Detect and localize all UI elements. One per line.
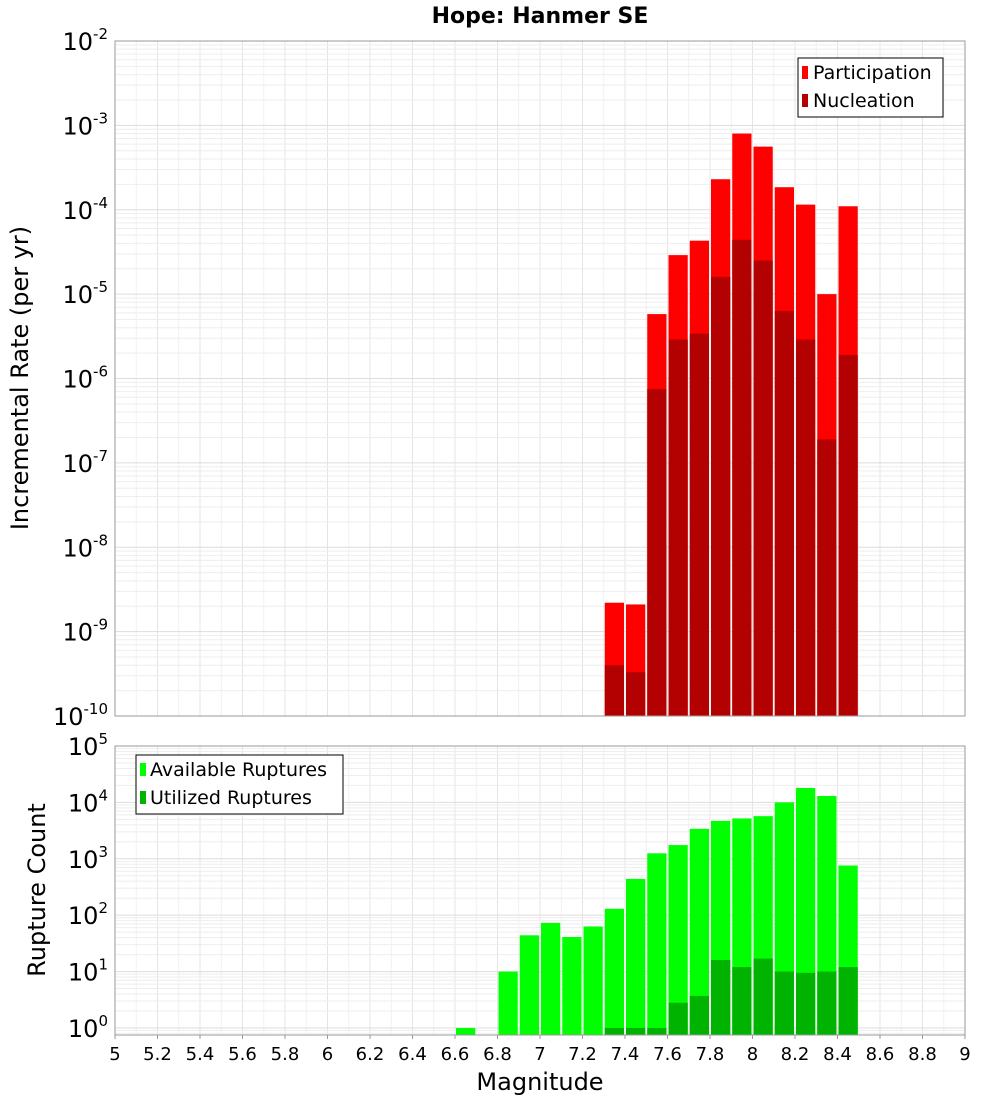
y-tick-label: 100	[68, 1012, 108, 1043]
y-tick-label: 10-7	[62, 447, 108, 478]
chart-title: Hope: Hanmer SE	[432, 4, 649, 29]
utilized-ruptures-bar	[668, 1002, 688, 1035]
y-tick-label: 10-8	[62, 531, 108, 562]
nucleation-bar	[647, 389, 667, 716]
y-tick-label: 10-5	[62, 278, 108, 309]
x-ticks: 5 5.2 5.4 5.6 5.8 6 6.2 6.4 6.6 6.8 7 7.2 7.4 7.6 7.8 8…	[109, 1035, 971, 1065]
rate-bars	[604, 133, 858, 717]
count-panel: 100 101 102 103 104 105 5 5.2 5.4 5.6 5.8 6 6.2 6.4 6…	[23, 730, 971, 1096]
x-tick-label: 7.6	[653, 1044, 682, 1065]
available-ruptures-bar	[456, 1027, 476, 1035]
nucleation-legend-swatch	[802, 94, 808, 107]
y-tick-label: 104	[68, 786, 108, 817]
nucleation-bar	[689, 333, 709, 716]
nucleation-bar	[838, 354, 858, 716]
x-tick-label: 5.4	[186, 1044, 215, 1065]
utilized-ruptures-bar	[626, 1027, 646, 1035]
available-ruptures-bar	[498, 971, 518, 1035]
available-ruptures-bar	[668, 845, 688, 1035]
rate-legend-box	[797, 57, 944, 118]
rate-y-axis-label: Incremental Rate (per yr)	[6, 226, 34, 530]
rate-grid	[114, 41, 966, 717]
available-legend-swatch	[140, 763, 146, 776]
utilized-ruptures-bar	[604, 1027, 624, 1035]
utilized-ruptures-bar	[732, 967, 752, 1035]
available-ruptures-bar	[541, 922, 561, 1035]
y-tick-label: 105	[68, 730, 108, 761]
x-tick-label: 5	[109, 1044, 120, 1065]
available-ruptures-bar	[647, 853, 667, 1035]
available-legend-label: Available Ruptures	[150, 759, 327, 781]
nucleation-bar	[668, 339, 688, 716]
available-ruptures-bar	[604, 908, 624, 1035]
utilized-ruptures-bar	[796, 972, 816, 1035]
participation-legend-swatch	[802, 66, 808, 79]
y-tick-label: 10-6	[62, 363, 108, 394]
x-tick-label: 5.6	[228, 1044, 257, 1065]
count-legend-box	[135, 754, 344, 815]
utilized-ruptures-bar	[817, 971, 837, 1035]
x-tick-label: 6.6	[441, 1044, 470, 1065]
x-tick-label: 7.2	[568, 1044, 597, 1065]
x-tick-label: 8.6	[866, 1044, 895, 1065]
y-tick-label: 10-10	[53, 700, 108, 731]
nucleation-bar	[711, 276, 731, 716]
available-ruptures-bar	[583, 926, 603, 1035]
available-ruptures-bar	[562, 937, 582, 1035]
y-tick-label: 10-2	[62, 25, 108, 56]
x-axis-label: Magnitude	[476, 1068, 603, 1096]
x-tick-label: 7.8	[696, 1044, 725, 1065]
x-tick-label: 9	[959, 1044, 970, 1065]
y-tick-label: 10-3	[62, 109, 108, 140]
y-tick-label: 103	[68, 843, 108, 874]
y-tick-label: 102	[68, 899, 108, 930]
x-tick-label: 5.8	[271, 1044, 300, 1065]
x-tick-label: 8.8	[908, 1044, 937, 1065]
utilized-ruptures-bar	[711, 960, 731, 1035]
x-tick-label: 5.2	[143, 1044, 172, 1065]
count-legend: Available Ruptures Utilized Ruptures	[135, 754, 344, 815]
participation-legend-label: Participation	[813, 62, 932, 84]
nucleation-bar	[774, 311, 794, 716]
nucleation-bar	[796, 339, 816, 716]
count-y-ticks: 100 101 102 103 104 105	[68, 730, 108, 1043]
nucleation-bar	[817, 439, 837, 716]
y-tick-label: 101	[68, 956, 108, 987]
count-bars	[456, 787, 858, 1035]
utilized-legend-label: Utilized Ruptures	[150, 787, 312, 809]
available-ruptures-bar	[519, 935, 539, 1035]
nucleation-bar	[753, 260, 773, 716]
x-tick-label: 6.4	[398, 1044, 427, 1065]
x-tick-label: 8.2	[781, 1044, 810, 1065]
x-tick-label: 7.4	[611, 1044, 640, 1065]
count-y-axis-label: Rupture Count	[23, 803, 51, 977]
utilized-ruptures-bar	[774, 971, 794, 1035]
x-tick-label: 6.8	[483, 1044, 512, 1065]
x-tick-label: 6.2	[356, 1044, 385, 1065]
utilized-legend-swatch	[140, 791, 146, 804]
x-tick-label: 6	[322, 1044, 333, 1065]
nucleation-legend-label: Nucleation	[813, 90, 915, 112]
nucleation-bar	[732, 239, 752, 716]
utilized-ruptures-bar	[647, 1027, 667, 1035]
y-tick-label: 10-9	[62, 616, 108, 647]
utilized-ruptures-bar	[838, 967, 858, 1035]
utilized-ruptures-bar	[689, 995, 709, 1035]
x-tick-label: 7	[534, 1044, 545, 1065]
utilized-ruptures-bar	[753, 958, 773, 1035]
available-ruptures-bar	[626, 878, 646, 1035]
rate-panel: 10-10 10-9 10-8 10-7 10-6 10-5 10-4 10-3 10-2 In…	[6, 25, 966, 731]
rate-legend: Participation Nucleation	[797, 57, 944, 118]
rate-plot-border	[114, 40, 966, 717]
rate-y-ticks: 10-10 10-9 10-8 10-7 10-6 10-5 10-4 10-3 10-2	[53, 25, 108, 731]
available-ruptures-bar	[689, 828, 709, 1035]
y-tick-label: 10-4	[62, 194, 108, 225]
x-tick-label: 8.4	[823, 1044, 852, 1065]
nucleation-bar	[604, 665, 624, 716]
nucleation-bar	[626, 672, 646, 716]
x-tick-label: 8	[747, 1044, 758, 1065]
